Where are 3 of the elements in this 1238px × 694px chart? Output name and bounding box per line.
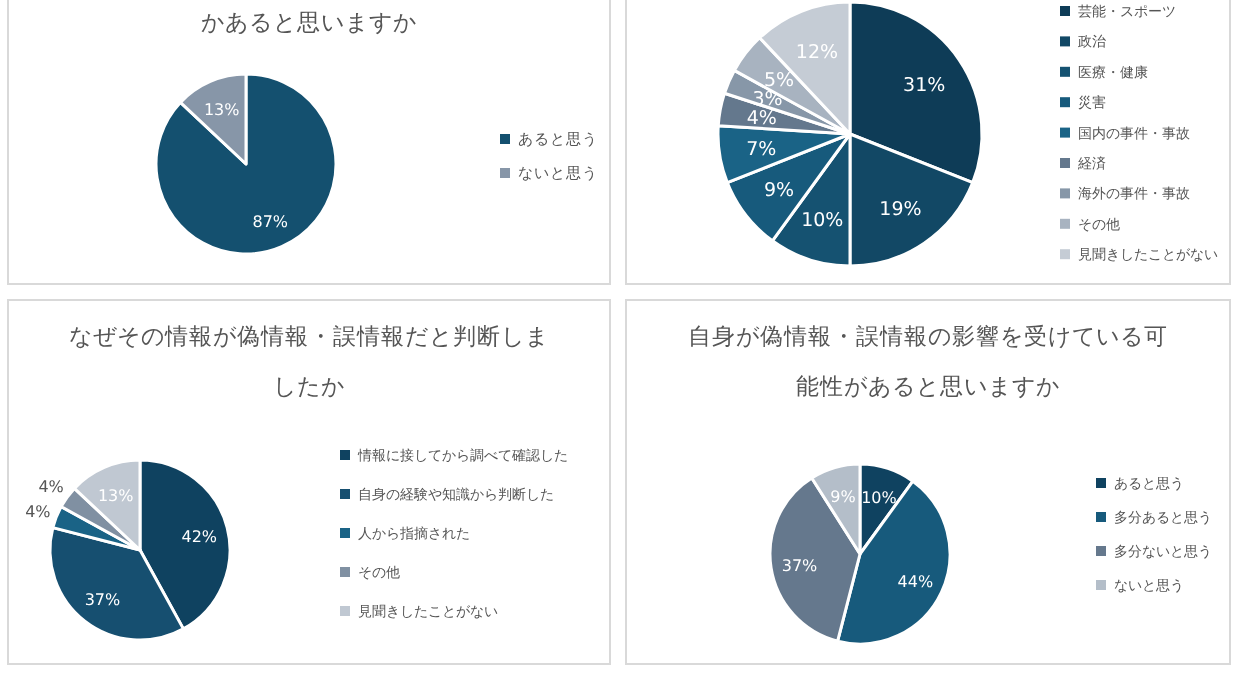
chart-title: かあると思いますか [201,8,417,36]
chart-title: 自身が偽情報・誤情報の影響を受けている可能性があると思いますか [688,322,1168,400]
chart-title: なぜその情報が偽情報・誤情報だと判断しましたか [69,322,549,400]
